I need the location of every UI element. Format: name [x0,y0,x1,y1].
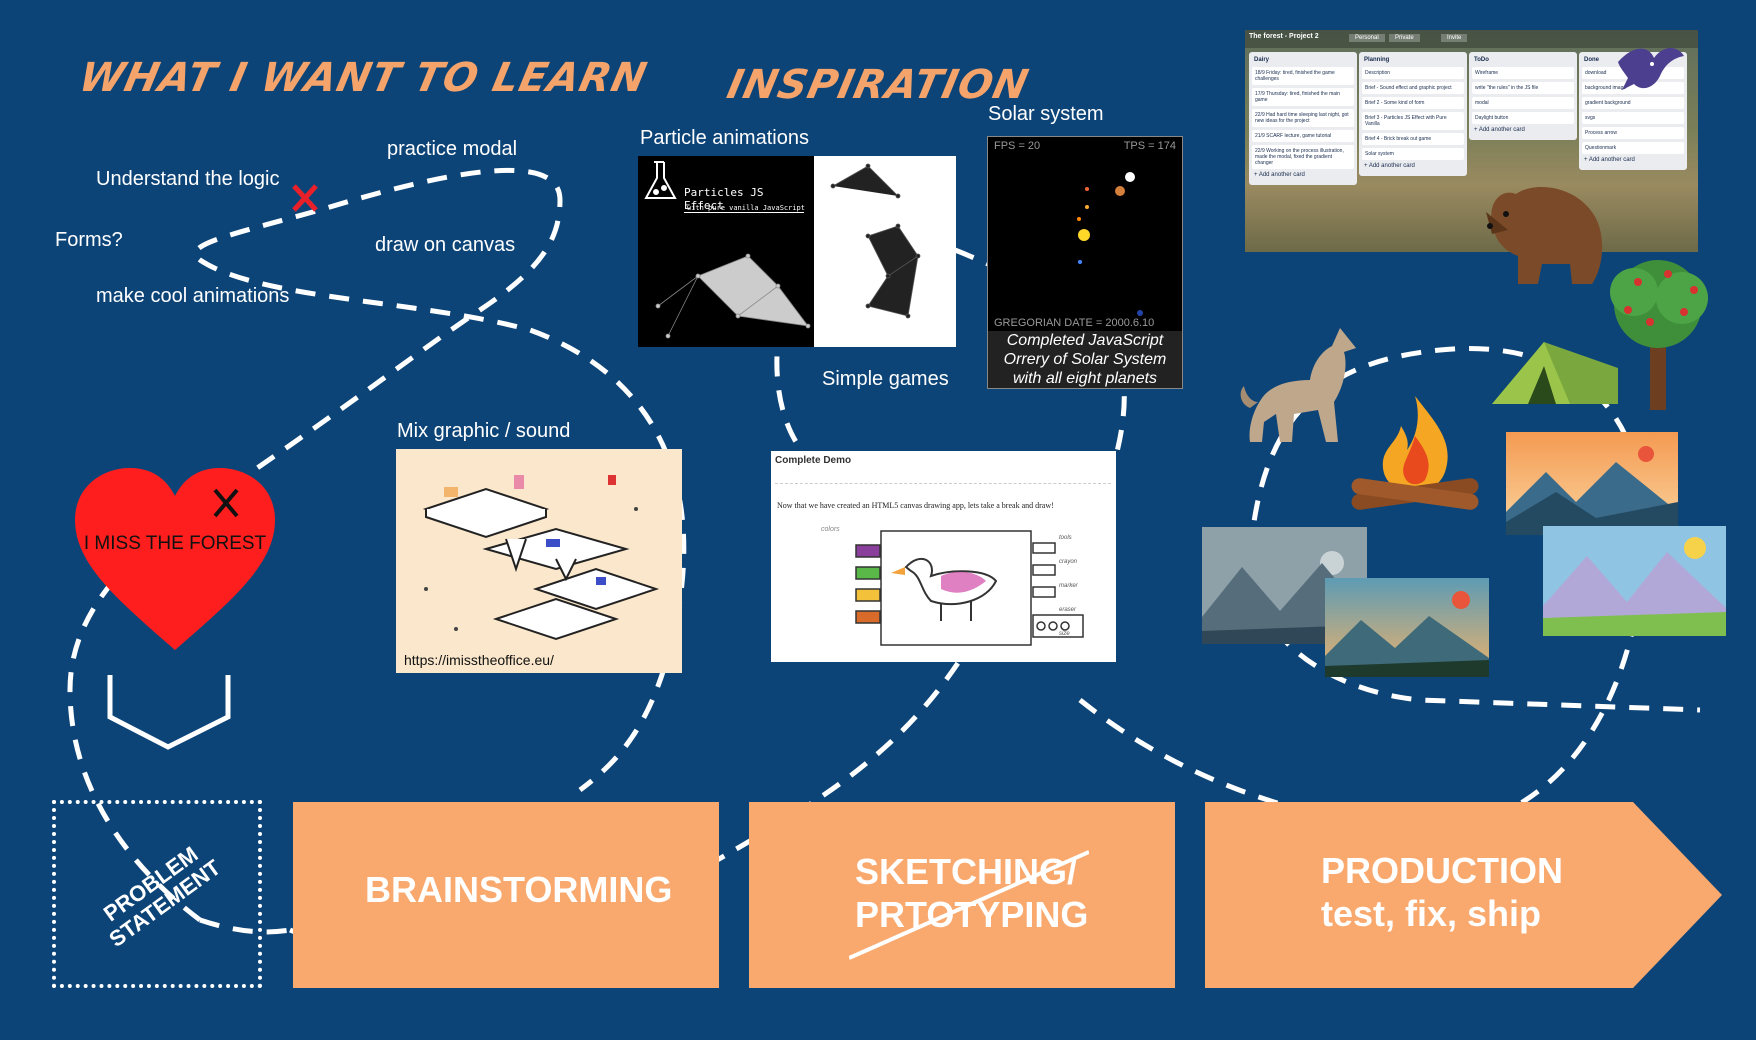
drawing-app-graphic [855,530,1084,646]
learn-item-practice: practice modal [387,138,518,160]
trello-card[interactable]: modal [1472,97,1574,109]
heart-label: I MISS THE FOREST [83,533,267,554]
particles-card-subtitle: with pure vanilla JavaScript [686,204,805,212]
trello-add-card[interactable]: + Add another card [1474,127,1525,133]
demo-title: Complete Demo [775,455,852,466]
sketching-stage: SKETCHING/ PRTOTYPING [749,802,1175,988]
trello-invite-button[interactable]: Invite [1441,34,1468,42]
inspiration-item-games: Simple games [822,368,949,390]
tps-readout: TPS = 174 [1123,140,1176,152]
wolf-icon [1240,328,1356,442]
particles-screenshot: Particles JS Effect with pure vanilla Ja… [638,156,956,347]
trello-card[interactable]: Process arrow [1582,127,1684,139]
fps-readout: FPS = 20 [994,140,1041,152]
trello-card[interactable]: 21/9 SCARF lecture, game tutorial [1252,130,1354,142]
trello-card[interactable]: write "the rules" in the JS file [1472,82,1574,94]
demo-left-label: colors [821,526,840,533]
date-readout: GREGORIAN DATE = 2000.6.10 [994,317,1155,329]
learn-title: WHAT I WANT TO LEARN [75,55,652,101]
learn-item-canvas: draw on canvas [375,234,516,256]
inspiration-title: INSPIRATION [723,62,1033,108]
trello-card[interactable]: 18/9 Friday: tired, finished the game ch… [1252,67,1354,85]
trello-card[interactable]: Brief 2 - Some kind of form [1362,97,1464,109]
trello-list-todo: ToDo Wireframe write "the rules" in the … [1469,52,1577,140]
trello-list-done: Done download background image gradient … [1579,52,1687,170]
landscape-dusk-image [1325,578,1489,677]
office-url: https://imisstheoffice.eu/ [396,648,594,673]
office-screenshot: https://imisstheoffice.eu/ [396,449,682,673]
trello-card[interactable]: Brief 4 - Brick break out game [1362,133,1464,145]
strike-line [849,850,1089,960]
trello-card[interactable]: Brief 3 - Particles JS Effect with Pure … [1362,112,1464,130]
trello-personal-button[interactable]: Personal [1349,34,1385,42]
trello-card[interactable]: 22/9 Working on the process illustration… [1252,145,1354,169]
prototyping-label: PRTOTYPING [855,894,1089,935]
trello-card[interactable]: background image [1582,82,1684,94]
trello-board-name: The forest - Project 2 [1249,33,1319,40]
production-arrow-shape [1205,802,1722,988]
heart-icon [75,468,275,650]
trello-card[interactable]: Questionmark [1582,142,1684,154]
problem-statement-box [52,800,262,988]
demo-right-labels: tools crayon marker eraser size [1059,535,1078,637]
production-label: PRODUCTION [1321,850,1563,891]
trello-card[interactable]: 22/9 Had hard time sleeping last night, … [1252,109,1354,127]
trello-board-screenshot: The forest - Project 2 Personal Private … [1245,30,1698,252]
trello-list-planning: Planning Description Brief - Sound effec… [1359,52,1467,176]
trello-card[interactable]: Daylight button [1472,112,1574,124]
inspiration-item-mix: Mix graphic / sound [397,420,571,442]
trello-card[interactable]: Description [1362,67,1464,79]
trello-list-dairy: Dairy 18/9 Friday: tired, finished the g… [1249,52,1357,185]
apple-tree-icon [1610,260,1708,410]
trello-add-card[interactable]: + Add another card [1364,163,1415,169]
tent-icon [1492,342,1618,404]
open-box-shape [107,675,231,750]
bear-icon [1486,187,1603,284]
trello-add-card[interactable]: + Add another card [1584,157,1635,163]
brainstorming-stage: BRAINSTORMING [293,802,719,988]
landscape-sunset-image [1506,432,1678,535]
demo-text: Now that we have created an HTML5 canvas… [777,501,1054,510]
learn-item-animations: make cool animations [96,285,290,307]
particles-card-title: Particles JS Effect [684,186,804,213]
cross-mark-icon [292,184,318,212]
inspiration-item-solar: Solar system [988,103,1104,125]
trello-private-button[interactable]: Private [1389,34,1420,42]
campfire-icon [1351,396,1479,510]
solar-screenshot: FPS = 20 TPS = 174 GREGORIAN DATE = 2000… [987,136,1183,389]
production-sublabel: test, fix, ship [1321,893,1542,934]
learn-item-understand: Understand the logic [96,168,280,190]
demo-screenshot: Complete Demo Now that we have created a… [771,451,1116,662]
learn-item-forms: Forms? [55,229,123,251]
trello-card[interactable]: 17/9 Thursday: tired, finished the main … [1252,88,1354,106]
brainstorming-label: BRAINSTORMING [365,869,673,910]
trello-card[interactable]: Brief - Sound effect and graphic project [1362,82,1464,94]
trello-card[interactable]: Solar system [1362,148,1464,160]
inspiration-item-particles: Particle animations [640,127,809,149]
trello-card[interactable]: Wireframe [1472,67,1574,79]
solar-caption: Completed JavaScript Orrery of Solar Sys… [988,331,1182,388]
bird-icon [1618,48,1684,90]
trello-add-card[interactable]: + Add another card [1254,172,1305,178]
trello-card[interactable]: svgs [1582,112,1684,124]
trello-card[interactable]: gradient background [1582,97,1684,109]
flask-icon [644,161,677,199]
landscape-meadow-image [1543,526,1726,636]
planets-graphic [1077,172,1143,316]
